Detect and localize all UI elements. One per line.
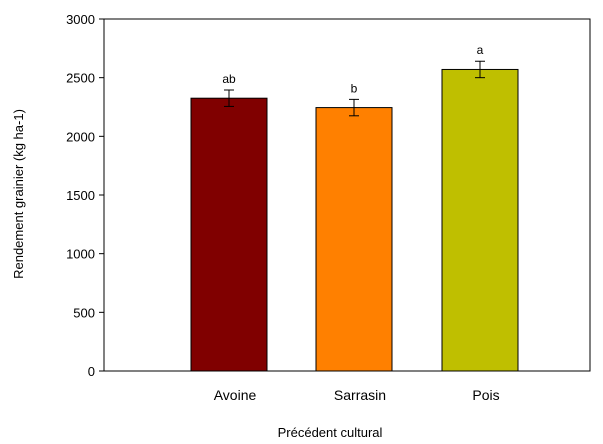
bar [190, 97, 268, 372]
y-axis-label: Rendement grainier (kg ha-1) [11, 109, 26, 279]
x-tick-label: Pois [472, 387, 499, 403]
y-tick-label: 500 [73, 305, 95, 320]
x-tick-label: Sarrasin [334, 387, 386, 403]
x-axis-label: Précédent cultural [278, 425, 383, 439]
bar-annotation: a [477, 43, 484, 57]
y-tick-label: 0 [88, 364, 95, 379]
y-tick-label: 1000 [66, 247, 95, 262]
bar [315, 107, 393, 372]
y-tick-label: 2500 [66, 71, 95, 86]
y-tick-label: 3000 [66, 12, 95, 27]
bar-annotation: ab [222, 72, 236, 86]
plot-area: 0 500 1000 1500 2000 2500 3000 ab Avoine b Sarrasi… [66, 12, 591, 403]
x-tick-label: Avoine [214, 387, 257, 403]
y-tick-label: 2000 [66, 129, 95, 144]
bar-annotation: b [351, 81, 358, 95]
y-tick-label: 1500 [66, 188, 95, 203]
bar [441, 68, 519, 372]
